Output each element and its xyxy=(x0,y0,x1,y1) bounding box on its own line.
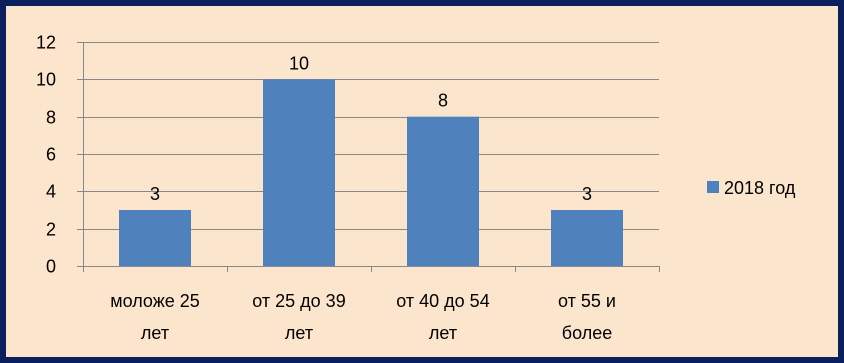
y-tick-label: 4 xyxy=(46,182,56,202)
x-category-label: от 25 до 39 лет xyxy=(252,291,345,343)
x-category-label-line: моложе 25 xyxy=(110,291,200,311)
x-category-label-line: лет xyxy=(429,323,457,343)
bars xyxy=(119,79,623,267)
x-category-label-line: от 25 до 39 xyxy=(252,291,345,311)
legend-label: 2018 год xyxy=(724,178,796,198)
x-category-label-line: лет xyxy=(141,323,169,343)
x-category-label-line: от 40 до 54 xyxy=(396,291,489,311)
labels: 0 2 4 6 8 10 12 3 моложе 25 лет 10 от 25 до 39 лет 8 о… xyxy=(36,33,616,344)
x-category-label: от 55 и более xyxy=(558,291,616,343)
x-category-label-line: от 55 и xyxy=(558,291,616,311)
y-tick-label: 2 xyxy=(46,220,56,240)
data-label: 3 xyxy=(150,184,160,204)
legend-swatch xyxy=(707,181,719,193)
y-tick-label: 10 xyxy=(36,70,56,90)
y-tick-label: 0 xyxy=(46,257,56,277)
x-category-label: моложе 25 лет xyxy=(110,291,200,343)
data-label: 10 xyxy=(289,53,309,73)
legend: 2018 год xyxy=(707,178,796,198)
data-label: 3 xyxy=(582,184,592,204)
gridlines xyxy=(83,42,659,230)
y-tick-label: 12 xyxy=(36,33,56,53)
x-category-label: от 40 до 54 лет xyxy=(396,291,489,343)
axes xyxy=(77,42,660,272)
bar xyxy=(263,79,335,266)
bar xyxy=(119,210,191,266)
y-tick-label: 8 xyxy=(46,108,56,128)
x-category-label-line: лет xyxy=(285,323,313,343)
bar xyxy=(407,116,479,267)
data-label: 8 xyxy=(438,91,448,111)
y-tick-label: 6 xyxy=(46,145,56,165)
bar xyxy=(551,210,623,266)
x-category-label-line: более xyxy=(562,323,612,343)
